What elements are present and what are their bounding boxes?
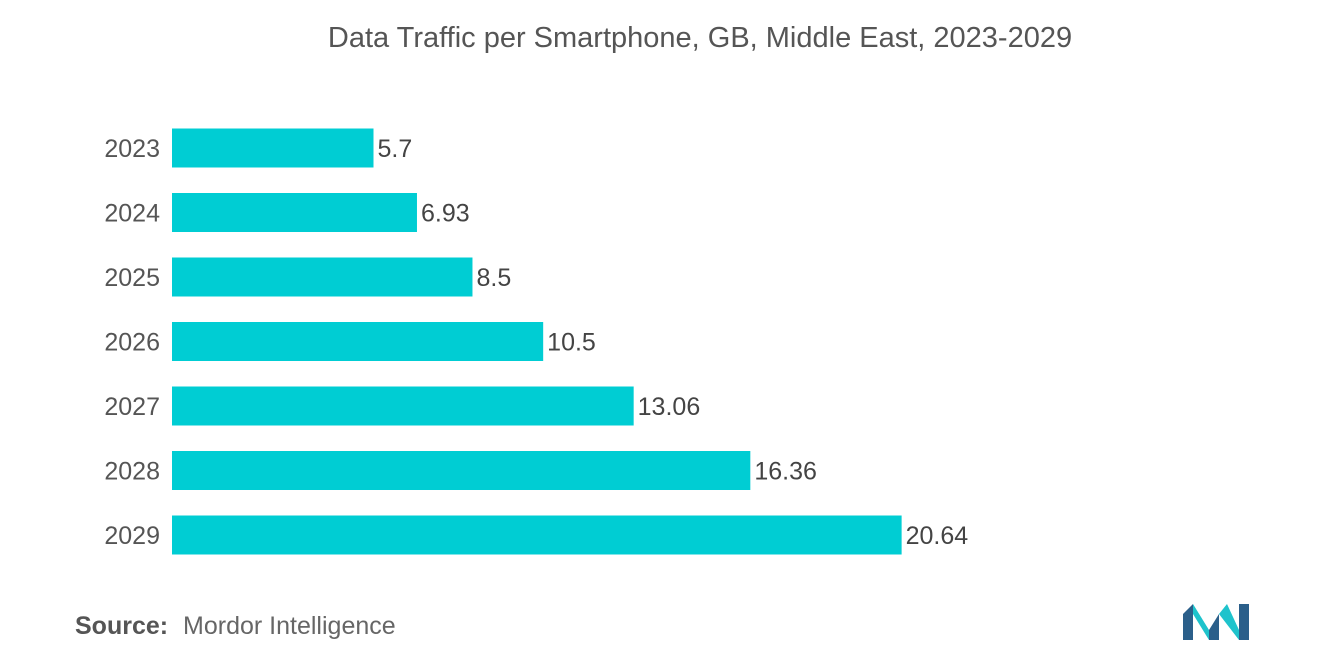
logo-right-stroke [1239, 604, 1249, 640]
bar-2024 [172, 193, 417, 232]
data-label-2029: 20.64 [906, 522, 969, 550]
logo-right-diagonal [1219, 604, 1239, 640]
data-label-2027: 13.06 [638, 393, 701, 421]
y-tick-label-2025: 2025 [104, 264, 160, 292]
logo-middle-stroke [1209, 614, 1219, 640]
source-label: Source: [75, 612, 169, 640]
bar-2028 [172, 451, 751, 490]
logo-left-stroke [1183, 604, 1193, 640]
source-line: Source: Mordor Intelligence [75, 612, 396, 641]
bar-2027 [172, 386, 634, 426]
data-label-2025: 8.5 [476, 264, 511, 292]
bar-2023 [172, 128, 374, 168]
mordor-intelligence-logo-icon [1183, 604, 1251, 640]
y-tick-label-2029: 2029 [104, 522, 160, 550]
data-label-2024: 6.93 [421, 200, 470, 228]
y-tick-label-2023: 2023 [104, 135, 160, 163]
data-label-2028: 16.36 [754, 458, 817, 486]
y-tick-label-2024: 2024 [104, 200, 160, 228]
source-text: Mordor Intelligence [183, 612, 396, 640]
bar-2029 [172, 515, 902, 555]
bars-layer: 2023 5.7 2024 6.93 2025 8.5 2026 10.5 2027 13.06 2… [104, 128, 969, 555]
y-tick-label-2026: 2026 [104, 329, 160, 357]
chart-title: Data Traffic per Smartphone, GB, Middle … [327, 22, 1073, 54]
data-label-2023: 5.7 [377, 135, 412, 163]
y-tick-label-2028: 2028 [104, 458, 160, 486]
logo-left-diagonal [1193, 604, 1209, 640]
y-tick-label-2027: 2027 [104, 393, 160, 421]
bar-2025 [172, 257, 473, 297]
bar-2026 [172, 322, 544, 361]
data-label-2026: 10.5 [547, 329, 596, 357]
bar-chart: 2023 5.7 2024 6.93 2025 8.5 2026 10.5 2027 13.06 2… [104, 128, 969, 555]
